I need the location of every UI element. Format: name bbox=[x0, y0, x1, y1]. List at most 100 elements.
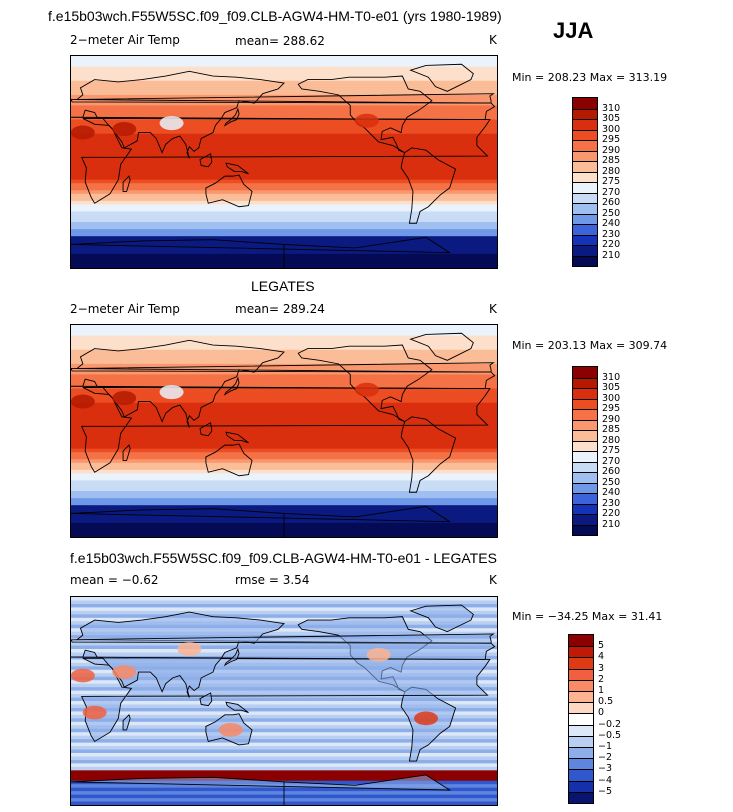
map-anomaly bbox=[112, 665, 137, 679]
map-band bbox=[71, 494, 497, 499]
colorbar-swatch bbox=[569, 691, 593, 703]
colorbar-tick-label: −5 bbox=[598, 785, 613, 797]
map-band bbox=[71, 718, 497, 723]
colorbar-tick-label: 310 bbox=[602, 102, 621, 114]
map-band bbox=[71, 448, 497, 453]
panel1-colorbar: 310 305 300 295 290 285 280 275 270 260 250 240 230 2… bbox=[572, 97, 620, 267]
colorbar-tick-label: −0.2 bbox=[598, 718, 622, 730]
map-band bbox=[71, 381, 497, 386]
coastline bbox=[223, 647, 240, 667]
colorbar-tick-label: 290 bbox=[602, 413, 621, 425]
panel2-minmax: Min = 203.13 Max = 309.74 bbox=[512, 339, 668, 352]
coastline bbox=[122, 444, 131, 461]
map-band bbox=[71, 207, 497, 213]
map-band bbox=[71, 232, 497, 237]
map-band bbox=[71, 431, 497, 436]
map-band bbox=[71, 704, 497, 709]
map-band bbox=[71, 388, 497, 393]
colorbar-swatch bbox=[573, 224, 597, 235]
colorbar-tick-label: 0 bbox=[598, 707, 605, 719]
map-band bbox=[71, 367, 497, 372]
map-band bbox=[71, 360, 497, 365]
colorbar-tick-label: 240 bbox=[602, 487, 621, 498]
map-band bbox=[71, 617, 497, 622]
map-band bbox=[71, 399, 497, 404]
colorbar-swatch bbox=[573, 119, 597, 130]
map-band bbox=[71, 137, 497, 142]
colorbar-tick-label: 220 bbox=[602, 239, 621, 250]
map-band bbox=[71, 172, 497, 177]
map-band bbox=[71, 335, 497, 340]
map-band bbox=[71, 753, 497, 758]
colorbar-swatch bbox=[573, 388, 597, 399]
panel3-rmse: rmse = 3.54 bbox=[235, 573, 310, 587]
coastline bbox=[223, 376, 240, 396]
map-band bbox=[71, 73, 497, 78]
map-band bbox=[71, 119, 497, 124]
colorbar-tick-label: 295 bbox=[602, 134, 621, 145]
map-band bbox=[71, 77, 497, 82]
map-field-svg bbox=[71, 56, 497, 268]
map-band bbox=[71, 416, 497, 421]
colorbar-tick-label: 230 bbox=[602, 497, 621, 509]
colorbar-tick-label: 260 bbox=[602, 466, 621, 477]
map-anomaly bbox=[354, 113, 379, 128]
map-band bbox=[71, 607, 497, 612]
colorbar-swatch bbox=[569, 668, 593, 680]
map-band bbox=[71, 413, 497, 418]
colorbar-swatch bbox=[573, 377, 597, 388]
map-band bbox=[71, 87, 497, 92]
map-band bbox=[71, 147, 497, 152]
map-band bbox=[71, 395, 497, 400]
coastline bbox=[199, 153, 213, 168]
colorbar-swatch bbox=[573, 182, 597, 193]
panel2-colorbar: 310 305 300 295 290 285 280 275 270 260 250 240 230 2… bbox=[572, 366, 620, 536]
map-anomaly bbox=[71, 394, 95, 409]
map-band bbox=[71, 746, 497, 751]
colorbar-tick-label: 210 bbox=[602, 518, 621, 530]
map-band bbox=[71, 98, 497, 103]
map-band bbox=[71, 459, 497, 464]
coastline bbox=[205, 174, 253, 208]
map-band bbox=[71, 473, 497, 478]
map-band bbox=[71, 420, 497, 425]
map-anomaly bbox=[159, 385, 184, 400]
map-band bbox=[71, 739, 497, 744]
map-band bbox=[71, 101, 497, 107]
map-band bbox=[71, 332, 497, 337]
map-anomaly bbox=[71, 125, 95, 140]
map-band bbox=[71, 600, 497, 605]
map-band bbox=[71, 151, 497, 156]
map-band bbox=[71, 133, 497, 138]
map-band bbox=[71, 725, 497, 730]
colorbar-swatch bbox=[573, 482, 597, 493]
map-band bbox=[71, 487, 497, 492]
colorbar-swatch bbox=[569, 713, 593, 725]
map-band bbox=[71, 215, 497, 220]
map-band bbox=[71, 176, 497, 181]
map-band bbox=[71, 225, 497, 230]
panel1-mean: mean= 288.62 bbox=[235, 34, 325, 48]
map-anomaly bbox=[71, 668, 95, 683]
colorbar-swatch bbox=[573, 234, 597, 245]
map-band bbox=[71, 441, 497, 446]
map-band bbox=[71, 91, 497, 96]
colorbar-swatch bbox=[573, 129, 597, 140]
map-band bbox=[71, 59, 497, 64]
map-band bbox=[71, 370, 497, 376]
map-band bbox=[71, 759, 497, 764]
colorbar-swatch bbox=[573, 472, 597, 483]
map-band bbox=[71, 763, 497, 768]
colorbar-swatch bbox=[573, 493, 597, 504]
map-band bbox=[71, 63, 497, 68]
map-band bbox=[71, 374, 497, 379]
map-anomaly bbox=[112, 391, 137, 406]
colorbar-swatch bbox=[573, 419, 597, 430]
coastline bbox=[225, 431, 249, 444]
colorbar-tick-label: 260 bbox=[602, 197, 621, 208]
map-band bbox=[71, 469, 497, 474]
colorbar-swatch bbox=[569, 758, 593, 770]
map-band bbox=[71, 112, 497, 117]
map-band bbox=[71, 508, 497, 513]
map-band bbox=[71, 56, 497, 61]
